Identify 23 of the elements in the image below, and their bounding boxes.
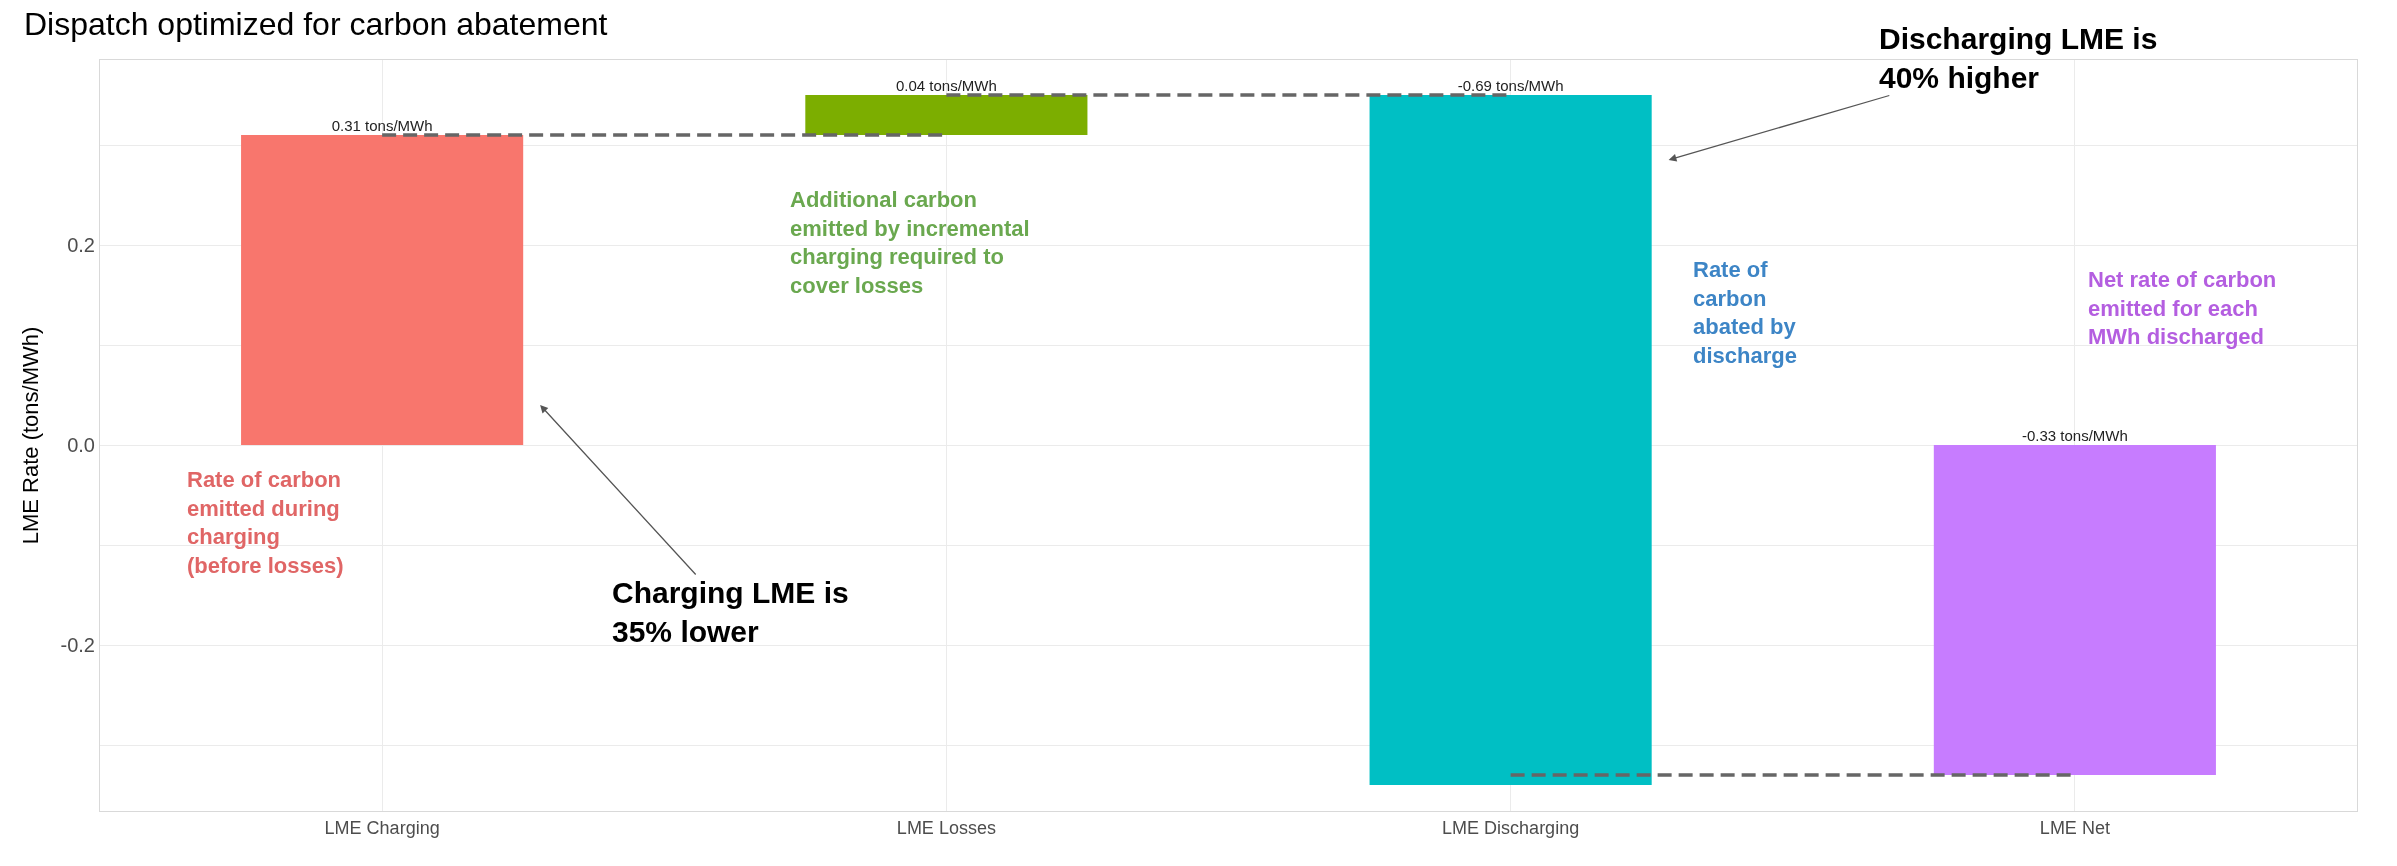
bar bbox=[1933, 445, 2216, 775]
annotation: Discharging LME is 40% higher bbox=[1879, 22, 2158, 94]
bar bbox=[805, 95, 1088, 135]
x-tick-label: LME Net bbox=[2039, 817, 2110, 838]
data-label: 0.31 tons/MWh bbox=[331, 117, 433, 135]
y-axis-title: LME Rate (tons/MWh) bbox=[18, 326, 44, 545]
x-tick-label: LME Discharging bbox=[1442, 817, 1580, 838]
annotation: Additional carbon emitted by incremental charging required to cover losses bbox=[790, 187, 1030, 298]
annotation: Rate of carbon abated by discharge bbox=[1693, 257, 1797, 368]
y-tick-label: 0.2 bbox=[67, 234, 95, 256]
data-label: -0.33 tons/MWh bbox=[2021, 427, 2128, 445]
bar bbox=[1369, 95, 1652, 785]
annotation: Net rate of carbon emitted for each MWh discharged bbox=[2088, 267, 2277, 350]
chart-title: Dispatch optimized for carbon abatement bbox=[23, 6, 608, 43]
bar bbox=[241, 135, 524, 445]
x-tick-label: LME Charging bbox=[324, 817, 440, 838]
annotation: Charging LME is 35% lower bbox=[612, 576, 849, 648]
x-tick-label: LME Losses bbox=[896, 817, 996, 838]
y-tick-label: -0.2 bbox=[60, 634, 95, 656]
y-tick-label: 0.0 bbox=[67, 434, 95, 456]
annotation: Rate of carbon emitted during charging (before losses) bbox=[187, 467, 344, 578]
data-label: 0.04 tons/MWh bbox=[895, 77, 997, 95]
data-label: -0.69 tons/MWh bbox=[1457, 77, 1564, 95]
